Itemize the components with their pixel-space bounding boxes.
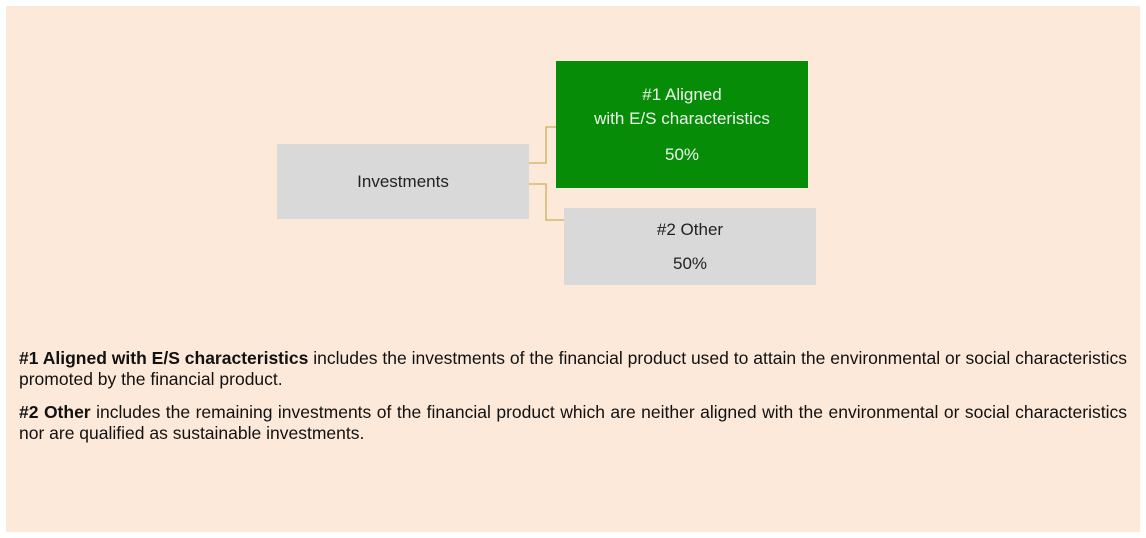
node-label: #1 Aligned [642,84,722,104]
node-value: 50% [664,144,700,164]
node: Investments [277,144,529,219]
note: #2 Other includes the remaining investme… [19,402,1127,444]
node-label: with E/S characteristics [594,108,770,128]
note-text: includes the investments of the financia… [19,348,1127,389]
notes: #1 Aligned with E/S characteristics incl… [19,348,1127,456]
note: #1 Aligned with E/S characteristics incl… [19,348,1127,390]
node-value: 50% [672,253,708,273]
connector [529,126,556,164]
note-term: #2 Other [19,402,91,422]
node: #1 Aligned with E/S characteristics 50% [556,61,808,188]
note-text: includes the remaining investments of th… [19,402,1127,443]
node-label: #2 Other [656,219,724,239]
node: #2 Other 50% [564,208,816,285]
note-term: #1 Aligned with E/S characteristics [19,348,309,368]
connector [529,183,564,221]
node-label: Investments [357,171,449,191]
